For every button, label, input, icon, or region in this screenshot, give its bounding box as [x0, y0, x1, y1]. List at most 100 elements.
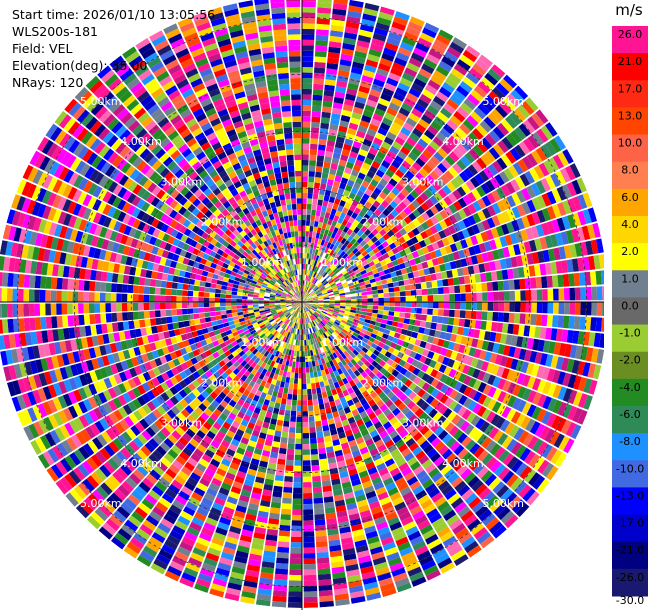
ppi-gate: [312, 295, 318, 298]
ppi-gate: [361, 305, 368, 309]
ppi-gate: [499, 101, 512, 115]
ppi-gate: [388, 266, 396, 273]
ppi-gate: [290, 372, 295, 379]
ppi-gate: [45, 316, 52, 329]
ppi-gate: [299, 351, 302, 357]
ppi-gate: [302, 298, 307, 302]
ppi-gate: [192, 349, 200, 357]
ppi-gate: [573, 391, 583, 407]
ppi-gate: [311, 321, 315, 327]
ppi-gate: [397, 150, 408, 160]
ppi-gate: [30, 440, 42, 455]
ppi-gate: [369, 320, 376, 326]
ppi-gate: [448, 225, 457, 235]
ppi-gate: [395, 222, 404, 231]
ppi-gate: [377, 289, 384, 294]
ppi-gate: [122, 380, 132, 392]
ppi-gate: [394, 205, 403, 214]
ppi-gate: [322, 280, 328, 285]
ppi-gate: [324, 212, 331, 219]
ppi-gate: [216, 404, 225, 413]
ppi-gate: [334, 198, 341, 205]
ppi-gate: [302, 209, 307, 215]
ppi-gate: [237, 411, 245, 419]
ppi-gate: [334, 398, 342, 406]
ppi-gate: [167, 345, 175, 353]
ppi-gate: [501, 435, 513, 449]
ppi-gate: [302, 302, 307, 306]
ppi-gate: [209, 426, 219, 435]
ppi-gate: [355, 494, 367, 503]
ppi-gate: [152, 506, 166, 518]
ppi-gate: [267, 388, 274, 396]
ppi-gate: [289, 377, 294, 384]
ppi-gate: [318, 297, 324, 300]
ppi-gate: [306, 305, 311, 310]
ppi-gate: [78, 482, 91, 496]
ppi-gate: [172, 555, 187, 567]
ppi-gate: [193, 487, 206, 497]
ppi-gate: [356, 40, 370, 49]
ppi-gate: [439, 220, 448, 230]
ppi-gate: [281, 431, 289, 438]
ppi-gate: [325, 512, 337, 520]
ppi-gate: [161, 492, 174, 504]
ppi-gate: [407, 500, 420, 511]
ppi-gate: [211, 400, 220, 409]
ppi-gate: [251, 375, 259, 383]
ppi-gate: [307, 311, 311, 317]
ppi-gate: [308, 410, 314, 417]
ppi-gate: [299, 302, 302, 307]
ppi-gate: [366, 170, 375, 179]
ppi-gate: [387, 516, 400, 526]
ppi-gate: [344, 214, 351, 222]
ppi-gate: [365, 247, 373, 254]
ppi-gate: [516, 204, 526, 217]
ppi-gate: [190, 552, 205, 563]
ppi-gate: [353, 280, 360, 285]
ppi-gate: [164, 453, 175, 464]
ppi-gate: [307, 298, 313, 301]
ppi-gate: [377, 204, 386, 213]
ppi-gate: [304, 307, 307, 313]
ppi-gate: [248, 404, 256, 412]
ppi-gate: [296, 416, 302, 423]
ppi-gate: [295, 328, 298, 335]
ppi-gate: [238, 350, 246, 357]
ppi-gate: [335, 421, 343, 429]
ppi-gate: [279, 328, 285, 335]
ppi-gate: [280, 335, 285, 341]
ppi-gate: [338, 323, 345, 329]
ppi-gate: [487, 341, 495, 352]
ppi-gate: [458, 276, 465, 285]
ppi-gate: [409, 427, 419, 438]
ppi-gate: [342, 172, 351, 180]
ppi-gate: [195, 341, 203, 349]
ppi-gate: [553, 288, 559, 301]
ppi-gate: [516, 336, 524, 348]
ppi-gate: [105, 518, 120, 532]
ppi-gate: [364, 64, 377, 73]
ppi-gate: [286, 304, 292, 307]
ppi-gate: [378, 212, 387, 221]
ppi-gate: [303, 542, 315, 548]
ppi-gate: [323, 303, 330, 305]
ppi-gate: [312, 265, 316, 272]
ppi-gate: [541, 367, 551, 380]
ppi-gate: [424, 405, 434, 415]
ppi-gate: [200, 439, 210, 449]
ppi-gate: [392, 496, 404, 507]
ppi-gate: [274, 303, 281, 305]
ppi-gate: [412, 446, 423, 456]
ppi-gate: [404, 184, 414, 194]
ppi-gate: [346, 463, 356, 471]
ppi-gate: [82, 398, 93, 412]
ppi-gate: [201, 328, 209, 335]
ppi-gate: [279, 524, 291, 532]
ppi-gate: [199, 425, 209, 435]
ppi-gate: [389, 467, 401, 477]
ppi-gate: [229, 425, 238, 434]
ppi-gate: [114, 532, 129, 546]
ppi-gate: [302, 17, 316, 24]
ppi-gate: [171, 479, 183, 490]
